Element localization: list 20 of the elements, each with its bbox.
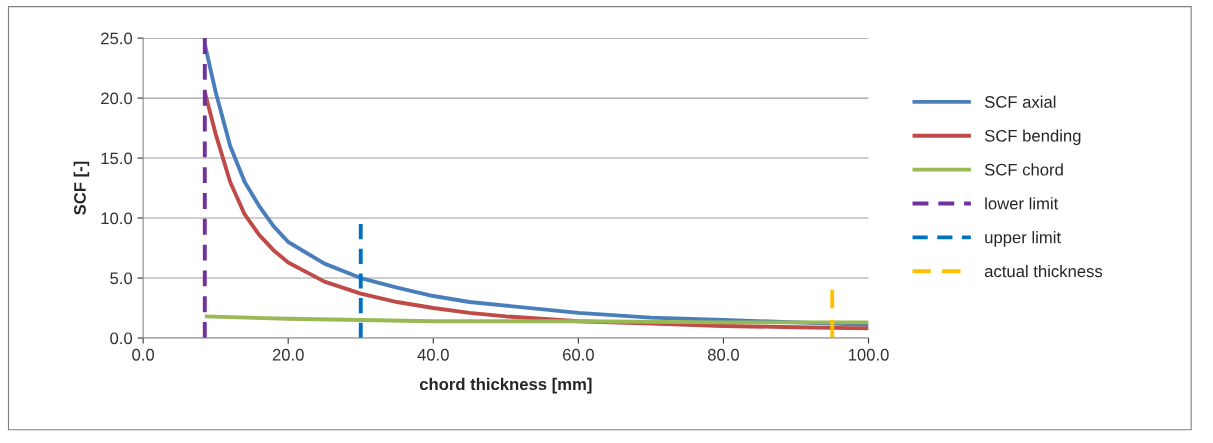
y-tick-label: 20.0 [101, 92, 133, 105]
legend-label: SCF axial [984, 95, 1056, 108]
y-tick-label: 10.0 [101, 212, 133, 225]
x-tick-label: 80.0 [707, 348, 739, 361]
y-tick-label: 15.0 [101, 152, 133, 165]
y-tick-label: 25.0 [101, 32, 133, 45]
y-tick-label: 0.0 [110, 332, 133, 345]
x-axis-title: chord thickness [mm] [419, 377, 592, 394]
x-tick-label: 100.0 [848, 348, 889, 361]
x-tick-label: 20.0 [272, 348, 304, 361]
x-tick-label: 40.0 [417, 348, 449, 361]
x-tick-label: 60.0 [562, 348, 594, 361]
y-axis-title: SCF [-] [73, 161, 90, 215]
legend-label: actual thickness [984, 264, 1103, 278]
legend-label: SCF bending [984, 129, 1081, 146]
x-tick-label: 0.0 [132, 348, 155, 361]
legend-label: upper limit [985, 231, 1061, 247]
legend-label: lower limit [985, 197, 1059, 210]
legend-label: SCF chord [984, 163, 1063, 176]
y-tick-label: 5.0 [110, 272, 133, 285]
